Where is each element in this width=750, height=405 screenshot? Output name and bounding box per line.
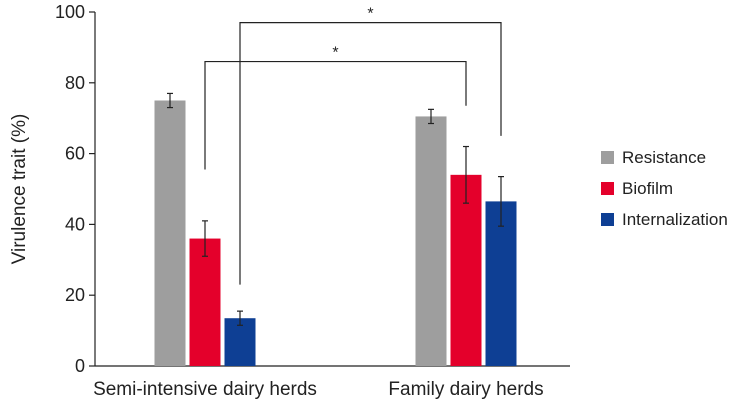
y-tick-label: 40 — [65, 214, 85, 234]
legend-swatch-resistance — [601, 151, 614, 164]
bars — [154, 100, 517, 367]
legend-label-internalization: Internalization — [622, 210, 728, 229]
significance-star: * — [367, 6, 373, 23]
legend-label-biofilm: Biofilm — [622, 179, 673, 198]
y-tick-label: 80 — [65, 73, 85, 93]
bar-internalization-semi-intensive — [224, 318, 256, 366]
category-labels: Semi-intensive dairy herds Family dairy h… — [93, 379, 544, 400]
y-tick-label: 0 — [75, 356, 85, 376]
category-label: Semi-intensive dairy herds — [93, 379, 317, 400]
category-label: Family dairy herds — [388, 379, 543, 400]
legend-label-resistance: Resistance — [622, 148, 706, 167]
y-tick-label: 20 — [65, 285, 85, 305]
legend-swatch-internalization — [601, 213, 614, 226]
significance-bracket — [204, 60, 467, 170]
significance-bracket — [239, 22, 502, 285]
y-axis-title: Virulence trait (%) — [9, 114, 30, 265]
error-bars — [167, 92, 504, 326]
bar-resistance-semi-intensive — [154, 100, 186, 366]
y-tick-label: 100 — [55, 2, 85, 22]
y-tick-label: 60 — [65, 144, 85, 164]
bar-biofilm-family — [450, 174, 482, 366]
bar-resistance-family — [415, 116, 447, 367]
significance-star: * — [332, 45, 338, 62]
legend: Resistance Biofilm Internalization — [601, 148, 728, 229]
bar-biofilm-semi-intensive — [189, 238, 221, 366]
significance-brackets: ** — [204, 6, 502, 285]
y-ticks: 0 20 40 60 80 100 — [55, 2, 95, 376]
bar-internalization-family — [485, 201, 517, 366]
legend-swatch-biofilm — [601, 182, 614, 195]
